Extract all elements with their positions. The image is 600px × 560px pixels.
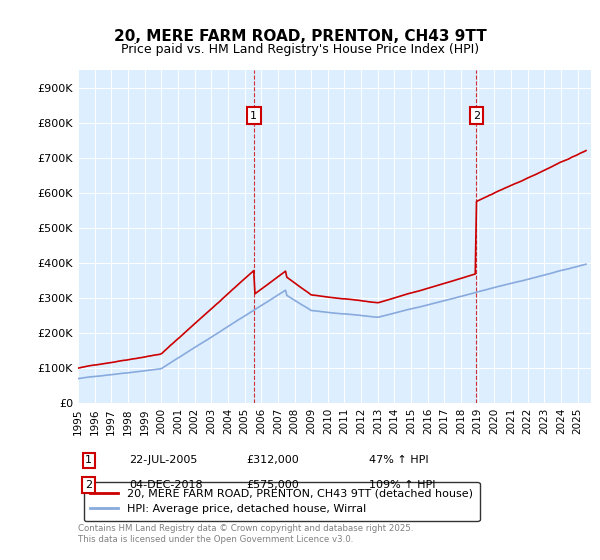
Text: 1: 1 <box>85 455 92 465</box>
Text: This data is licensed under the Open Government Licence v3.0.: This data is licensed under the Open Gov… <box>78 535 353 544</box>
Text: 22-JUL-2005: 22-JUL-2005 <box>129 455 197 465</box>
Text: 47% ↑ HPI: 47% ↑ HPI <box>369 455 428 465</box>
Text: Price paid vs. HM Land Registry's House Price Index (HPI): Price paid vs. HM Land Registry's House … <box>121 43 479 56</box>
Text: 1: 1 <box>250 110 257 120</box>
Text: 2: 2 <box>473 110 480 120</box>
Text: £575,000: £575,000 <box>246 480 299 490</box>
Legend: 20, MERE FARM ROAD, PRENTON, CH43 9TT (detached house), HPI: Average price, deta: 20, MERE FARM ROAD, PRENTON, CH43 9TT (d… <box>83 482 479 521</box>
Text: £312,000: £312,000 <box>246 455 299 465</box>
Text: Contains HM Land Registry data © Crown copyright and database right 2025.: Contains HM Land Registry data © Crown c… <box>78 524 413 533</box>
Text: 20, MERE FARM ROAD, PRENTON, CH43 9TT: 20, MERE FARM ROAD, PRENTON, CH43 9TT <box>113 29 487 44</box>
Text: 2: 2 <box>85 480 92 490</box>
Text: 109% ↑ HPI: 109% ↑ HPI <box>369 480 436 490</box>
Text: 04-DEC-2018: 04-DEC-2018 <box>129 480 203 490</box>
